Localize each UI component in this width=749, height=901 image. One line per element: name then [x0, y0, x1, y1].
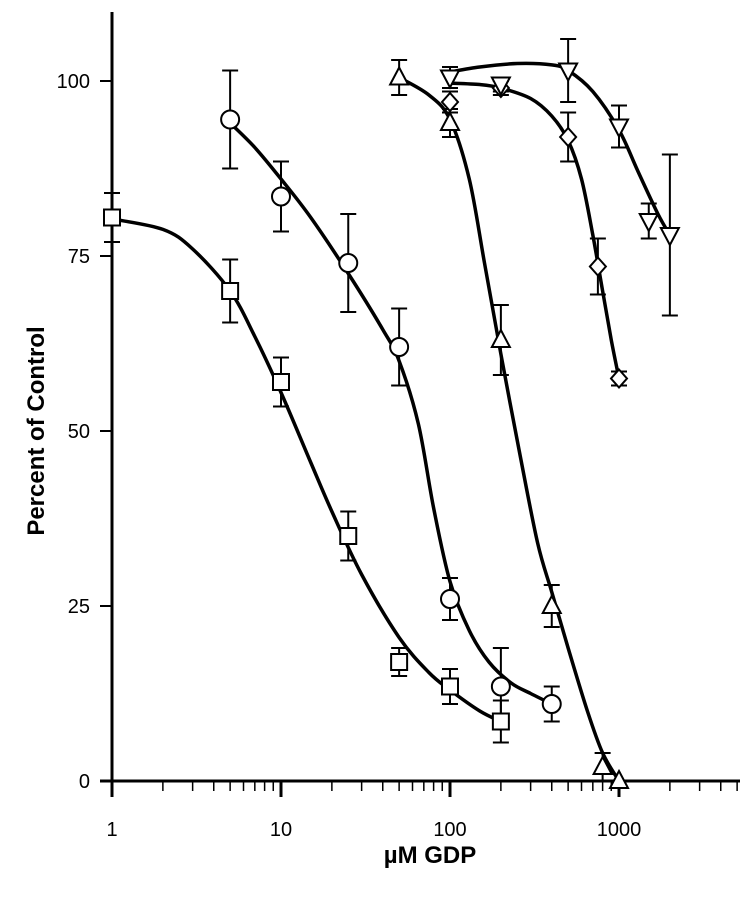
circle-marker	[220, 109, 241, 130]
triangle-up-marker	[439, 110, 461, 131]
diamond-marker	[440, 91, 460, 113]
y-tick-label: 25	[68, 596, 90, 618]
x-tick-label: 10	[270, 819, 292, 841]
x-tick-label: 100	[433, 819, 466, 841]
curve-diamonds	[449, 81, 621, 379]
triangle-up-marker	[608, 768, 630, 789]
x-tick-label: 1000	[597, 819, 642, 841]
square-marker	[339, 527, 358, 545]
curve-down-triangles	[449, 61, 672, 236]
fitted-curves	[111, 61, 672, 782]
square-marker	[390, 653, 409, 671]
diamond-marker	[588, 255, 608, 278]
triangle-up-marker	[388, 65, 410, 86]
y-axis-title: Percent of Control	[23, 326, 50, 535]
y-tick-label: 75	[68, 246, 90, 268]
circle-marker	[389, 337, 410, 357]
square-marker	[441, 677, 459, 696]
triangle-up-marker	[541, 593, 563, 614]
triangle-up-marker	[490, 327, 512, 348]
triangle-down-marker	[557, 62, 579, 83]
y-tick-label: 100	[57, 71, 90, 93]
triangle-down-marker	[659, 227, 681, 248]
square-marker	[272, 373, 290, 391]
data-markers	[103, 62, 681, 789]
triangle-down-marker	[439, 69, 461, 90]
circle-marker	[440, 589, 460, 609]
square-marker	[491, 712, 510, 731]
y-tick-label: 50	[68, 421, 90, 443]
curve-circles	[228, 121, 553, 706]
square-marker	[103, 208, 121, 227]
diamond-marker	[609, 367, 629, 390]
diamond-marker	[558, 126, 578, 148]
x-tick-labels: 1 10 100 1000	[106, 819, 641, 841]
triangle-down-marker	[638, 213, 660, 234]
axes	[100, 12, 740, 797]
triangle-up-marker	[591, 754, 614, 775]
y-tick-labels: 0 25 50 75 100	[57, 71, 90, 793]
y-tick-label: 0	[79, 771, 90, 793]
circle-marker	[490, 676, 511, 697]
triangle-down-marker	[608, 118, 630, 139]
x-tick-label: 1	[106, 819, 117, 841]
x-axis-title: µM GDP	[384, 842, 477, 869]
circle-marker	[271, 186, 291, 207]
circle-marker	[541, 694, 562, 714]
circle-marker	[338, 253, 359, 273]
square-marker	[221, 282, 240, 300]
curve-squares	[111, 217, 502, 724]
triangle-down-marker	[490, 76, 512, 97]
